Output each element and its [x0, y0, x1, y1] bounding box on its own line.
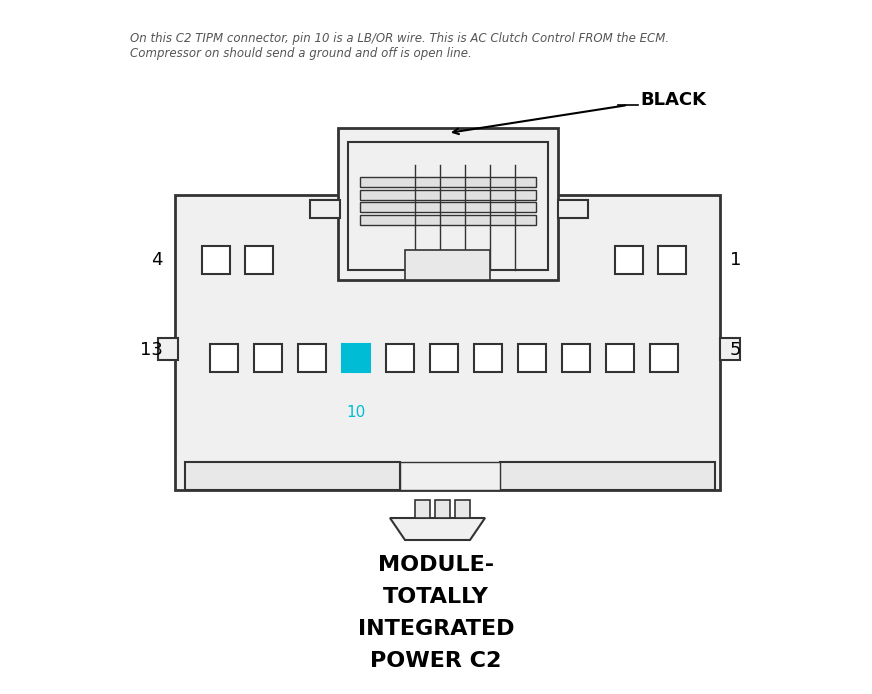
Bar — [400, 462, 500, 490]
Bar — [360, 215, 536, 225]
Text: 10: 10 — [346, 405, 365, 419]
Text: On this C2 TIPM connector, pin 10 is a LB/OR wire. This is AC Clutch Control FRO: On this C2 TIPM connector, pin 10 is a L… — [130, 32, 669, 60]
Bar — [202, 246, 230, 274]
Bar — [254, 344, 282, 372]
Text: 1: 1 — [730, 251, 741, 269]
Bar — [185, 462, 400, 490]
Bar — [405, 250, 490, 280]
Bar — [455, 500, 470, 518]
Bar — [474, 344, 502, 372]
Bar — [360, 202, 536, 212]
Bar — [210, 344, 238, 372]
Text: 4: 4 — [152, 251, 163, 269]
Bar — [245, 246, 273, 274]
Bar — [348, 142, 548, 270]
Bar — [558, 200, 588, 218]
Bar — [518, 344, 546, 372]
Bar — [500, 462, 715, 490]
Bar — [615, 246, 643, 274]
Bar — [430, 344, 458, 372]
Bar — [435, 500, 450, 518]
Bar — [386, 344, 414, 372]
Bar — [310, 200, 340, 218]
Text: 5: 5 — [730, 341, 741, 359]
Bar — [342, 344, 370, 372]
Bar — [650, 344, 678, 372]
Text: POWER C2: POWER C2 — [371, 651, 501, 671]
Bar — [415, 500, 430, 518]
Bar — [158, 338, 178, 360]
Bar — [175, 195, 720, 490]
Polygon shape — [390, 518, 485, 540]
Bar — [360, 177, 536, 187]
Text: 13: 13 — [140, 341, 163, 359]
Bar — [720, 338, 740, 360]
Bar — [562, 344, 590, 372]
Bar — [606, 344, 634, 372]
Text: TOTALLY: TOTALLY — [383, 587, 489, 607]
Text: INTEGRATED: INTEGRATED — [358, 619, 514, 639]
Bar — [298, 344, 326, 372]
Text: BLACK: BLACK — [640, 91, 706, 109]
Bar — [658, 246, 686, 274]
Bar — [338, 128, 558, 280]
Bar — [360, 190, 536, 200]
Text: MODULE-: MODULE- — [378, 555, 494, 575]
